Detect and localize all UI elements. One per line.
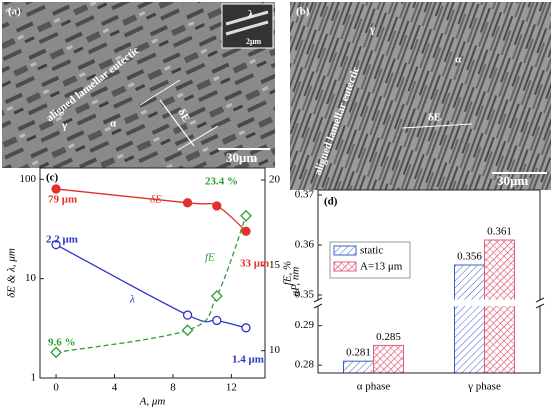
y2-tick-label: 10	[269, 344, 281, 356]
panel-label: (a)	[8, 6, 21, 18]
inset-lamella	[225, 10, 269, 26]
x-tick-label: γ phase	[467, 381, 501, 393]
annotation: 33 μm	[240, 258, 269, 270]
x-axis-label: A, μm	[139, 396, 166, 408]
phase-label: α	[110, 118, 117, 130]
x-tick-label: 4	[112, 382, 118, 394]
inset-scale: 2μm	[246, 37, 262, 46]
y-tick-label: 1	[31, 372, 37, 384]
marker-line	[177, 125, 219, 151]
break-mark	[535, 297, 545, 303]
marker	[212, 201, 222, 211]
y-tick-label: 0.35	[295, 289, 315, 301]
y-axis-label: aP, nm	[290, 267, 302, 297]
value-label: 0.356	[457, 251, 482, 263]
x-tick-label: 12	[226, 382, 237, 394]
y-tick-label: 0.36	[295, 239, 315, 251]
marker	[210, 290, 223, 302]
micrograph-a: (a) aligned lamellar eutectic γ α δE λ 2…	[2, 2, 275, 168]
break-mark	[535, 303, 545, 309]
series-line	[55, 244, 247, 329]
annotation: 2.2 μm	[46, 234, 78, 246]
marker	[181, 324, 194, 337]
phase-label: α	[455, 54, 462, 66]
annotation: 23.4 %	[205, 176, 238, 188]
micrograph-b: (b) aligned lamellar eutectic γ α δE 30μ…	[290, 2, 551, 190]
bar	[373, 344, 404, 374]
bar	[454, 264, 485, 374]
legend-label: static	[360, 245, 383, 257]
scale-bar	[218, 148, 270, 150]
arrow	[401, 123, 473, 129]
bar	[484, 239, 515, 374]
image	[290, 2, 551, 190]
legend-swatch	[333, 245, 357, 256]
y-tick-label: 10	[25, 272, 37, 284]
marker	[241, 323, 251, 333]
marker	[240, 209, 252, 222]
annotation: 1.4 μm	[232, 354, 264, 366]
break-mark	[313, 303, 323, 309]
series-label: fE	[205, 252, 215, 264]
scale-label: 30μm	[226, 150, 257, 165]
y2-axis-label: fE, %	[282, 261, 294, 285]
marker	[51, 239, 61, 250]
scale-label: 30μm	[497, 173, 528, 188]
annotation: δE	[428, 112, 441, 124]
y2-tick-label: 15	[269, 259, 281, 271]
value-label: 0.285	[376, 331, 401, 343]
plot-frame	[317, 189, 541, 374]
marker	[182, 198, 193, 208]
legend-label: A=13 μm	[360, 261, 403, 273]
series-label: λ	[129, 294, 135, 306]
marker	[50, 346, 62, 359]
y2-tick-label: 20	[269, 173, 281, 185]
inset-lamella	[225, 20, 269, 36]
break-mark	[313, 297, 323, 303]
y-tick-label: 0.37	[295, 189, 315, 201]
value-label: 0.281	[346, 347, 371, 359]
inset-label: λ	[248, 9, 254, 21]
y-tick-label: 100	[20, 173, 37, 185]
marker-line	[139, 79, 181, 106]
phase-label: γ	[61, 120, 67, 132]
panel-label: (c)	[46, 172, 59, 184]
panel-label: (b)	[296, 6, 310, 18]
bar	[343, 360, 374, 374]
marker	[51, 184, 61, 194]
x-tick-label: 0	[53, 382, 59, 394]
y-axis-label: δE & λ, μm	[6, 248, 18, 298]
value-label: 0.361	[487, 226, 512, 238]
series-label: δE	[150, 194, 162, 206]
marker	[212, 315, 222, 326]
panel-label: (d)	[324, 196, 338, 208]
x-tick-label: 8	[170, 382, 176, 394]
marker	[241, 226, 251, 236]
annotation: δE	[175, 107, 192, 124]
axis-break	[315, 300, 543, 306]
series-line	[55, 215, 247, 354]
annotation: 79 μm	[48, 194, 77, 206]
y-tick-label: 0.28	[295, 359, 315, 371]
legend-swatch	[333, 261, 357, 272]
plot-frame	[39, 167, 266, 379]
series-line	[56, 188, 247, 232]
arrow	[159, 99, 195, 147]
y-tick-label: 0.29	[295, 319, 315, 331]
annotation: 9.6 %	[48, 337, 76, 349]
phase-label: γ	[369, 24, 375, 36]
inset	[221, 3, 274, 49]
scale-bar	[492, 172, 547, 174]
marker	[182, 310, 193, 320]
x-tick-label: α phase	[357, 381, 391, 393]
